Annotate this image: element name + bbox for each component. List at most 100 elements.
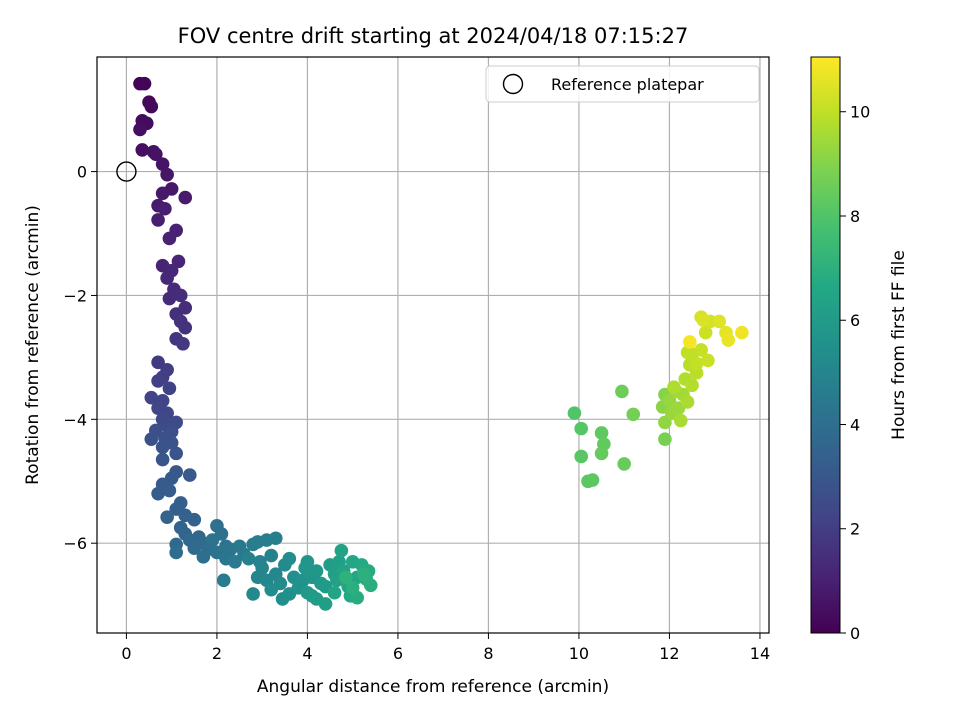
data-point: [160, 271, 174, 285]
data-point: [162, 231, 177, 246]
colorbar-tick-label: 10: [850, 103, 870, 122]
data-point: [318, 597, 333, 611]
data-point: [339, 570, 353, 585]
data-point: [694, 343, 708, 357]
data-point: [594, 426, 609, 440]
data-point: [246, 587, 260, 601]
y-axis-label: Rotation from reference (arcmin): [23, 205, 43, 485]
data-point: [680, 395, 695, 409]
data-point: [567, 406, 582, 420]
data-point: [345, 580, 360, 595]
data-point: [155, 440, 170, 454]
y-tick-label: −6: [63, 534, 87, 553]
data-point: [735, 325, 749, 340]
data-point: [309, 564, 324, 578]
colorbar-tick-label: 8: [850, 207, 860, 226]
x-tick-label: 6: [393, 644, 403, 663]
data-point: [162, 483, 177, 498]
data-point: [268, 531, 283, 546]
data-point: [298, 561, 312, 575]
data-point: [363, 578, 378, 593]
data-point: [173, 288, 188, 303]
data-point: [264, 548, 279, 563]
data-point: [264, 582, 279, 597]
colorbar-tick-label: 0: [850, 624, 860, 643]
colorbar: [810, 56, 841, 634]
data-point: [615, 384, 629, 399]
data-point: [617, 457, 631, 471]
data-point: [626, 407, 641, 422]
reference-point-marker: [116, 161, 137, 182]
grid-lines: [97, 57, 769, 633]
data-point: [176, 336, 190, 351]
data-point: [160, 510, 174, 524]
x-tick-label: 14: [750, 644, 770, 663]
data-point: [721, 333, 736, 347]
data-point: [169, 545, 183, 560]
scatter-points: [116, 76, 749, 611]
data-point: [327, 585, 342, 600]
data-point: [228, 554, 242, 569]
data-point: [216, 573, 231, 588]
y-axis-ticks: 0 −2 −4 −6: [63, 163, 97, 553]
data-point: [282, 551, 297, 566]
legend-marker-reference: [502, 73, 524, 95]
legend: Reference platepar: [485, 65, 760, 103]
data-point: [149, 147, 163, 162]
x-axis-ticks: 0 2 4 6 8 10 12 14: [121, 633, 770, 663]
data-point: [673, 413, 688, 428]
plot-frame: [96, 56, 770, 634]
data-point: [158, 201, 172, 216]
data-point: [144, 432, 159, 446]
x-tick-label: 0: [121, 644, 131, 663]
data-point: [160, 167, 174, 182]
data-point: [574, 449, 589, 464]
y-tick-label: −2: [63, 286, 87, 305]
legend-box: [485, 65, 760, 103]
data-point: [155, 157, 170, 171]
data-point: [241, 551, 256, 566]
data-point: [357, 567, 371, 581]
x-tick-label: 2: [212, 644, 222, 663]
x-tick-label: 10: [569, 644, 589, 663]
data-point: [187, 541, 202, 555]
colorbar-tick-label: 2: [850, 520, 860, 539]
colorbar-tick-label: 6: [850, 311, 860, 330]
data-point: [155, 452, 170, 467]
data-point: [701, 353, 715, 368]
y-tick-label: 0: [77, 163, 87, 182]
data-point: [137, 76, 152, 91]
legend-label-reference: Reference platepar: [551, 75, 704, 94]
x-tick-label: 12: [659, 644, 679, 663]
colorbar-ticks: 0 2 4 6 8 10: [840, 103, 870, 643]
data-point: [151, 355, 165, 370]
x-tick-label: 8: [483, 644, 493, 663]
chart-title: FOV centre drift starting at 2024/04/18 …: [178, 24, 689, 48]
x-tick-label: 4: [302, 644, 312, 663]
data-point: [182, 468, 197, 482]
data-point: [594, 446, 609, 461]
data-point: [151, 486, 165, 501]
data-point: [169, 446, 183, 461]
data-point: [155, 186, 170, 201]
data-point: [162, 291, 177, 306]
colorbar-tick-label: 4: [850, 415, 860, 434]
data-point: [135, 143, 150, 157]
data-point: [685, 378, 699, 393]
data-point: [151, 374, 165, 388]
data-point: [683, 335, 697, 349]
data-point: [178, 320, 193, 335]
data-point: [133, 122, 147, 137]
data-point: [334, 543, 349, 558]
data-point: [696, 313, 711, 328]
data-point: [205, 533, 220, 547]
data-point: [680, 345, 695, 360]
data-point: [585, 473, 600, 487]
data-point: [144, 99, 159, 114]
x-axis-label: Angular distance from reference (arcmin): [257, 677, 609, 697]
data-point: [162, 381, 177, 396]
data-point: [689, 366, 704, 380]
data-point: [144, 390, 159, 405]
data-point: [574, 421, 589, 436]
